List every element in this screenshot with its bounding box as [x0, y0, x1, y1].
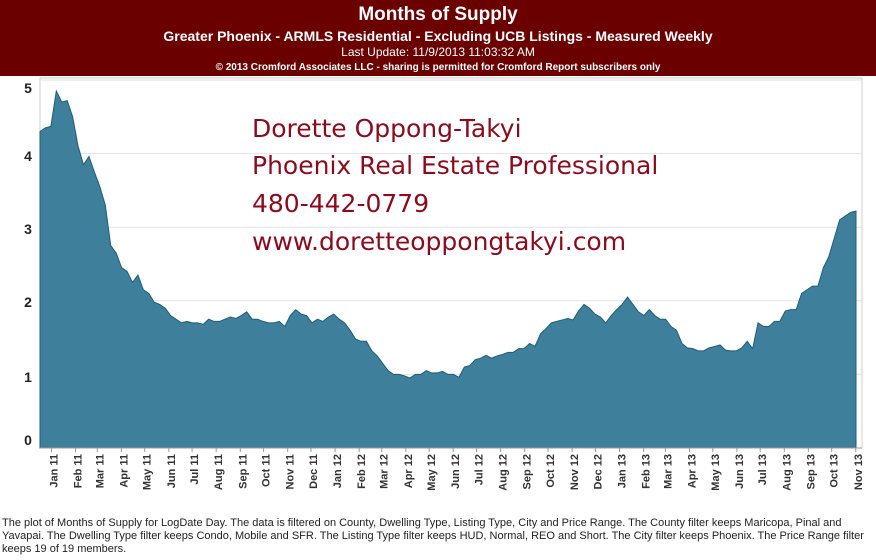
- x-tick-label: Mar 12: [379, 454, 391, 489]
- last-update: Last Update: 11/9/2013 11:03:32 AM: [341, 45, 535, 59]
- x-tick-label: Apr 12: [403, 454, 415, 488]
- x-tick-label: Aug 11: [213, 454, 225, 490]
- x-tick-label: Feb 13: [641, 454, 653, 489]
- x-tick-label: Jul 13: [757, 454, 769, 485]
- x-tick-label: Jul 12: [474, 454, 486, 485]
- y-tick-label: 1: [24, 369, 32, 385]
- x-tick-label: Jul 11: [189, 454, 201, 485]
- x-tick-label: Dec 11: [308, 454, 320, 489]
- x-tick-label: Sep 11: [237, 454, 249, 489]
- x-tick-label: Sep 12: [522, 454, 534, 489]
- x-tick-label: Dec 12: [592, 454, 604, 489]
- x-tick-label: Jun 11: [166, 454, 178, 488]
- y-tick-label: 0: [24, 432, 32, 448]
- y-tick-label: 3: [24, 221, 32, 237]
- x-tick-label: Apr 13: [686, 454, 698, 488]
- x-tick-label: Feb 11: [73, 454, 85, 488]
- months-of-supply-chart: 0 1 2 3 4 5 Jan 11 Feb 11 Mar 11 Apr 11 May 11 Jun …: [24, 77, 865, 491]
- y-tick-label: 2: [24, 294, 32, 310]
- x-tick-label: Jun 13: [734, 454, 746, 489]
- x-tick-label: Jun 12: [450, 454, 462, 489]
- x-tick-label: Apr 11: [118, 454, 130, 488]
- filter-description: The plot of Months of Supply for LogDate…: [2, 517, 864, 555]
- x-tick-label: May 12: [426, 454, 438, 491]
- y-tick-label: 5: [24, 80, 32, 96]
- y-tick-label: 4: [24, 148, 32, 164]
- x-tick-label: Nov 11: [285, 454, 297, 489]
- x-tick-label: Sep 13: [805, 454, 817, 489]
- agent-name: Dorette Oppong-Takyi: [252, 114, 522, 143]
- copyright-notice: © 2013 Cromford Associates LLC - sharing…: [215, 62, 661, 73]
- agent-role: Phoenix Real Estate Professional: [252, 151, 659, 180]
- x-tick-label: May 13: [710, 454, 722, 491]
- x-tick-label: Oct 11: [261, 454, 273, 487]
- x-tick-label: Aug 13: [781, 454, 793, 491]
- x-tick-label: Mar 11: [94, 454, 106, 488]
- x-tick-label: Nov 12: [569, 454, 581, 490]
- x-tick-label: May 11: [142, 454, 154, 490]
- agent-website[interactable]: www.doretteoppongtakyi.com: [252, 227, 627, 256]
- x-tick-label: Feb 12: [356, 454, 368, 489]
- x-tick-label: Nov 13: [853, 454, 865, 490]
- chart-header: Months of Supply Greater Phoenix - ARMLS…: [0, 0, 876, 76]
- agent-phone: 480-442-0779: [252, 189, 430, 218]
- x-tick-label: Oct 12: [545, 454, 557, 488]
- x-tick-label: Mar 13: [662, 454, 674, 489]
- x-tick-label: Jan 11: [48, 454, 60, 488]
- months-of-supply-area: [39, 89, 857, 449]
- chart-subtitle: Greater Phoenix - ARMLS Residential - Ex…: [163, 28, 713, 44]
- x-tick-label: Jan 13: [617, 454, 629, 488]
- x-tick-label: Jan 12: [332, 454, 344, 488]
- x-tick-label: Aug 12: [498, 454, 510, 491]
- x-tick-label: Oct 13: [829, 454, 841, 488]
- chart-title: Months of Supply: [358, 4, 518, 25]
